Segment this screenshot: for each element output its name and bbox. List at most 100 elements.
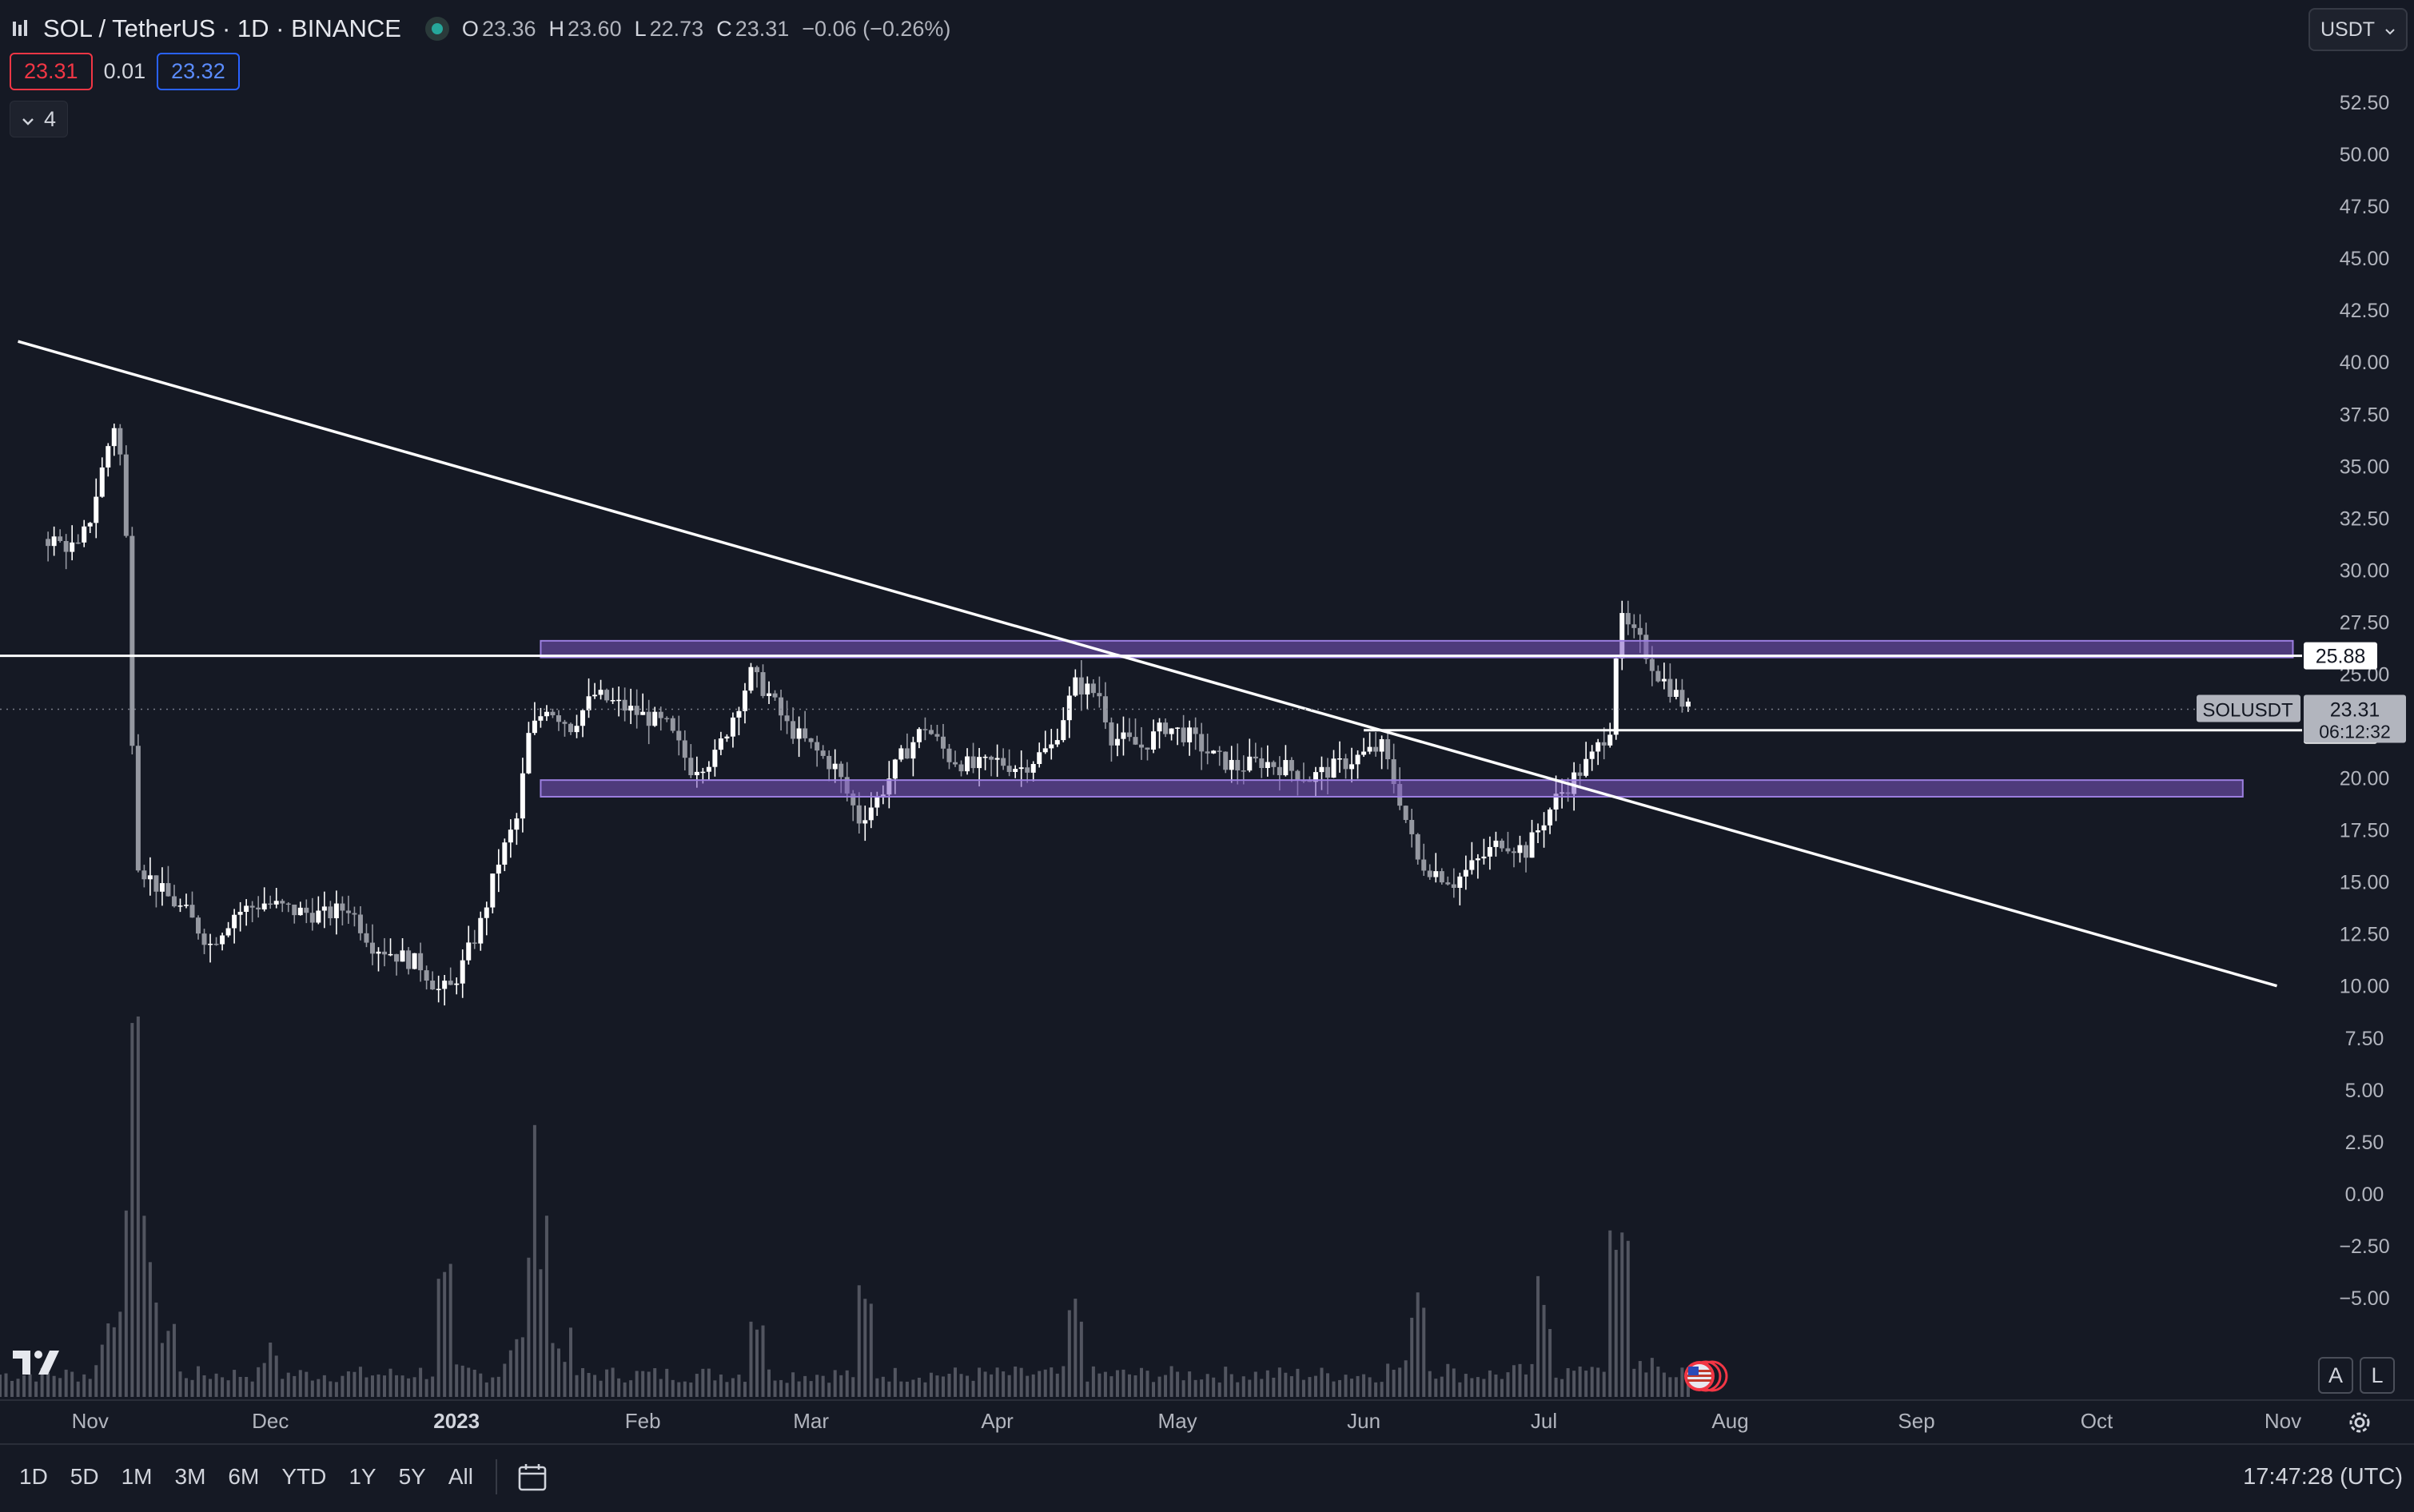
- candle-body: [977, 757, 982, 769]
- candle-body: [1054, 740, 1060, 745]
- volume-bar: [1416, 1292, 1420, 1397]
- range-button-ytd[interactable]: YTD: [281, 1464, 327, 1489]
- range-button-all[interactable]: All: [448, 1464, 473, 1489]
- chevron-down-icon: [2384, 18, 2396, 42]
- x-axis-label: Feb: [625, 1409, 661, 1433]
- candle-body: [316, 910, 321, 923]
- volume-bar: [659, 1379, 663, 1397]
- volume-bar: [226, 1380, 230, 1397]
- range-button-1d[interactable]: 1D: [19, 1464, 48, 1489]
- utc-clock[interactable]: 17:47:28 (UTC): [2243, 1463, 2403, 1490]
- chart-type-icon[interactable]: [10, 18, 30, 39]
- candle-body: [1469, 860, 1475, 870]
- candle-body: [394, 953, 400, 962]
- candle-body: [1193, 727, 1198, 734]
- log-scale-button[interactable]: L: [2360, 1357, 2395, 1394]
- candle-body: [1481, 856, 1487, 859]
- support-zone[interactable]: [540, 779, 2244, 798]
- candle-body: [1283, 760, 1289, 776]
- volume-bar: [479, 1373, 483, 1397]
- y-axis-label: 12.50: [2340, 924, 2390, 946]
- candle-body: [1505, 848, 1511, 852]
- price-label-box[interactable]: [2304, 642, 2377, 670]
- candle-body: [1102, 696, 1108, 722]
- volume-bar: [184, 1378, 188, 1397]
- candle-body: [634, 706, 639, 715]
- volume-bar: [520, 1337, 524, 1397]
- volume-bar: [358, 1367, 362, 1397]
- range-button-6m[interactable]: 6M: [228, 1464, 260, 1489]
- range-button-1m[interactable]: 1M: [121, 1464, 153, 1489]
- candle-body: [664, 718, 670, 720]
- symbol-title[interactable]: SOL / TetherUS · 1D · BINANCE: [43, 14, 401, 42]
- gear-icon[interactable]: [2344, 1407, 2376, 1438]
- volume-bar: [1086, 1381, 1089, 1397]
- candle-body: [1126, 732, 1132, 738]
- volume-bar: [605, 1369, 609, 1397]
- volume-bar: [298, 1370, 302, 1397]
- candle-body: [1536, 830, 1541, 833]
- candle-body: [652, 711, 658, 726]
- candle-body: [1025, 767, 1030, 773]
- volume-bar: [1272, 1377, 1276, 1397]
- volume-bar: [1181, 1380, 1185, 1397]
- range-button-1y[interactable]: 1Y: [349, 1464, 376, 1489]
- candle-body: [1049, 744, 1054, 749]
- volume-bar: [701, 1368, 705, 1397]
- range-button-3m[interactable]: 3M: [174, 1464, 206, 1489]
- candle-body: [225, 928, 231, 936]
- sell-price-button[interactable]: 23.31: [10, 53, 93, 90]
- market-status-icon[interactable]: [424, 17, 449, 41]
- volume-bar: [689, 1382, 693, 1397]
- buy-price-button[interactable]: 23.32: [157, 53, 240, 90]
- volume-bar: [1026, 1375, 1030, 1397]
- candle-body: [910, 742, 916, 759]
- volume-bar: [1109, 1376, 1113, 1397]
- candle-body: [1421, 859, 1427, 871]
- range-button-5y[interactable]: 5Y: [398, 1464, 426, 1489]
- volume-bar: [190, 1379, 194, 1397]
- candle-body: [712, 750, 718, 767]
- volume-bar: [647, 1371, 651, 1397]
- tradingview-logo-icon[interactable]: [13, 1347, 69, 1376]
- volume-bar: [491, 1377, 495, 1397]
- volume-bar: [971, 1380, 975, 1397]
- candle-body: [868, 807, 874, 821]
- volume-bar: [551, 1343, 555, 1397]
- candle-body: [1199, 734, 1205, 752]
- candle-body: [1667, 678, 1673, 697]
- candle-body: [1373, 746, 1379, 752]
- range-button-5d[interactable]: 5D: [70, 1464, 99, 1489]
- x-axis-label: Nov: [2265, 1409, 2301, 1433]
- x-axis-label: Sep: [1898, 1409, 1934, 1433]
- trendline[interactable]: [18, 340, 2277, 988]
- candle-body: [953, 762, 958, 765]
- candle-body: [1205, 751, 1210, 754]
- candle-body: [1151, 731, 1157, 750]
- volume-bar: [1656, 1367, 1660, 1397]
- candle-body: [249, 905, 255, 908]
- candle-body: [1451, 884, 1456, 888]
- volume-bar: [1578, 1367, 1582, 1397]
- auto-scale-button[interactable]: A: [2318, 1357, 2353, 1394]
- y-axis-label: 27.50: [2340, 611, 2390, 634]
- candle-body: [135, 746, 141, 871]
- candle-body: [1319, 766, 1325, 773]
- events-flag-icon[interactable]: [1679, 1359, 1735, 1394]
- candle-body: [1607, 734, 1613, 746]
- indicators-toggle[interactable]: 4: [10, 101, 69, 137]
- resistance-zone[interactable]: [540, 639, 2294, 659]
- candle-body: [958, 764, 964, 772]
- candle-body: [58, 536, 63, 541]
- volume-bar: [1494, 1375, 1498, 1397]
- candle-body: [484, 907, 489, 918]
- volume-bar: [214, 1373, 218, 1397]
- candle-body: [46, 539, 51, 547]
- candle-body: [1625, 613, 1631, 625]
- calendar-icon[interactable]: [508, 1453, 556, 1501]
- currency-selector[interactable]: USDT: [2308, 8, 2408, 51]
- volume-bar: [82, 1374, 86, 1397]
- x-axis-label: May: [1158, 1409, 1197, 1433]
- candle-body: [904, 748, 910, 759]
